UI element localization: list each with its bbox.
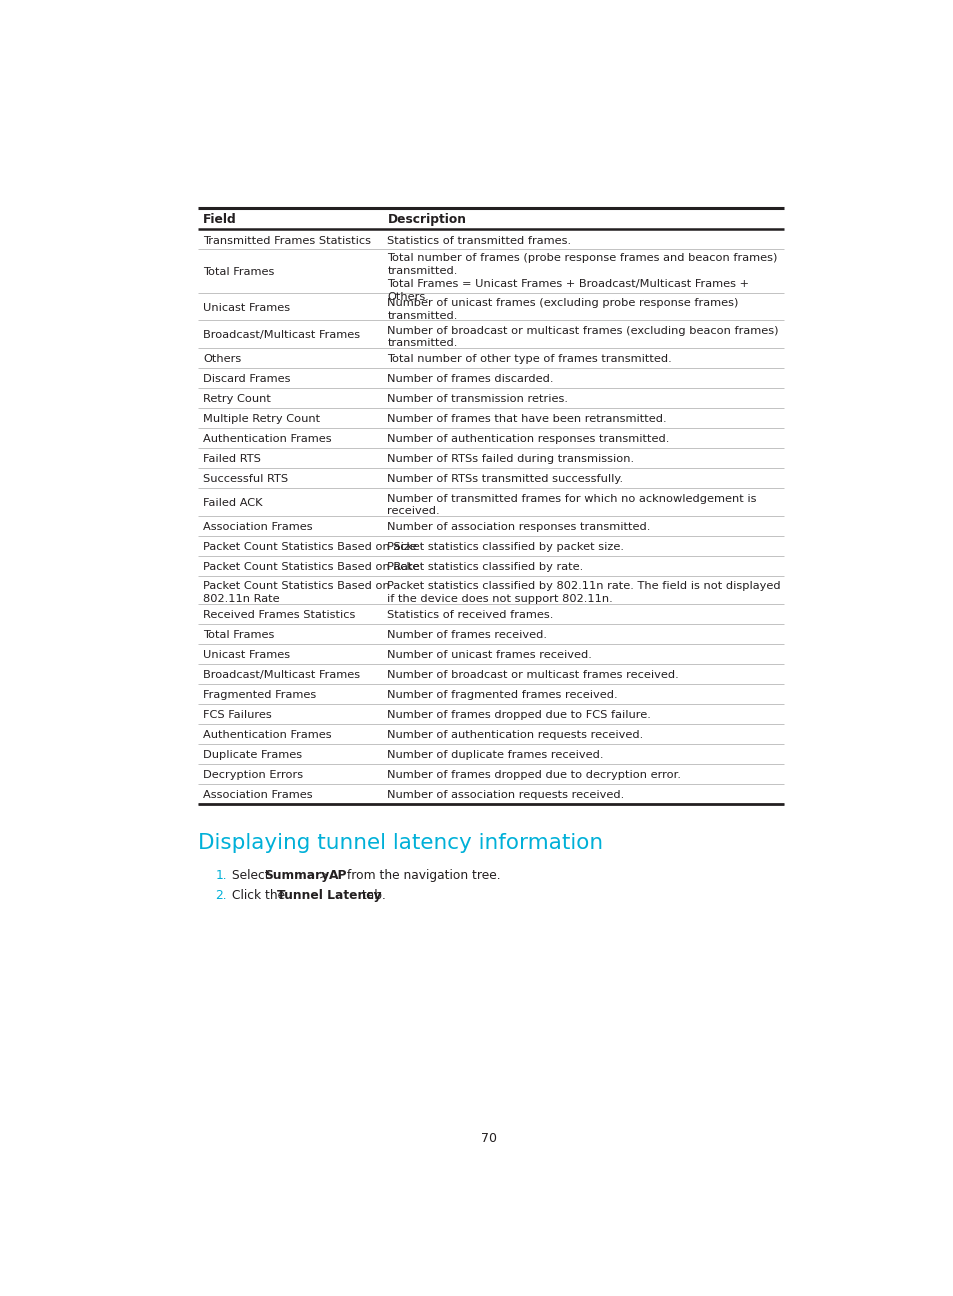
Text: Number of transmitted frames for which no acknowledgement is
received.: Number of transmitted frames for which n… <box>387 494 756 516</box>
Text: 1.: 1. <box>215 868 227 881</box>
Text: Number of fragmented frames received.: Number of fragmented frames received. <box>387 689 618 700</box>
Text: Summary: Summary <box>264 868 330 881</box>
Text: Broadcast/Multicast Frames: Broadcast/Multicast Frames <box>203 330 359 341</box>
Text: Unicast Frames: Unicast Frames <box>203 302 290 312</box>
Text: Number of broadcast or multicast frames received.: Number of broadcast or multicast frames … <box>387 670 679 680</box>
Text: Fragmented Frames: Fragmented Frames <box>203 689 315 700</box>
Text: Discard Frames: Discard Frames <box>203 375 290 384</box>
Text: 70: 70 <box>480 1131 497 1144</box>
Text: Number of frames discarded.: Number of frames discarded. <box>387 375 554 384</box>
Text: FCS Failures: FCS Failures <box>203 710 272 719</box>
Text: Number of transmission retries.: Number of transmission retries. <box>387 394 568 404</box>
Text: Number of RTSs failed during transmission.: Number of RTSs failed during transmissio… <box>387 455 634 464</box>
Text: Transmitted Frames Statistics: Transmitted Frames Statistics <box>203 236 371 246</box>
Text: Number of frames that have been retransmitted.: Number of frames that have been retransm… <box>387 415 666 424</box>
Text: Total number of other type of frames transmitted.: Total number of other type of frames tra… <box>387 354 672 364</box>
Text: >: > <box>314 868 333 881</box>
Text: Number of authentication requests received.: Number of authentication requests receiv… <box>387 730 643 740</box>
Text: Total Frames: Total Frames <box>203 267 274 277</box>
Text: Decryption Errors: Decryption Errors <box>203 770 303 780</box>
Text: tab.: tab. <box>357 889 385 902</box>
Text: Authentication Frames: Authentication Frames <box>203 434 332 445</box>
Text: from the navigation tree.: from the navigation tree. <box>343 868 500 881</box>
Text: Duplicate Frames: Duplicate Frames <box>203 750 302 759</box>
Text: Failed RTS: Failed RTS <box>203 455 260 464</box>
Text: Received Frames Statistics: Received Frames Statistics <box>203 610 355 619</box>
Text: 2.: 2. <box>215 889 227 902</box>
Text: Number of RTSs transmitted successfully.: Number of RTSs transmitted successfully. <box>387 474 623 485</box>
Text: Unicast Frames: Unicast Frames <box>203 649 290 660</box>
Text: Multiple Retry Count: Multiple Retry Count <box>203 415 320 424</box>
Text: Failed ACK: Failed ACK <box>203 498 262 508</box>
Text: Retry Count: Retry Count <box>203 394 271 404</box>
Text: Others: Others <box>203 354 241 364</box>
Text: Number of unicast frames received.: Number of unicast frames received. <box>387 649 592 660</box>
Text: Number of frames dropped due to FCS failure.: Number of frames dropped due to FCS fail… <box>387 710 651 719</box>
Text: Packet statistics classified by 802.11n rate. The field is not displayed
if the : Packet statistics classified by 802.11n … <box>387 582 781 604</box>
Text: AP: AP <box>329 868 347 881</box>
Text: Successful RTS: Successful RTS <box>203 474 288 485</box>
Text: Number of association requests received.: Number of association requests received. <box>387 791 624 800</box>
Text: Association Frames: Association Frames <box>203 791 313 800</box>
Text: Field: Field <box>203 214 236 227</box>
Text: Number of duplicate frames received.: Number of duplicate frames received. <box>387 750 603 759</box>
Text: Number of broadcast or multicast frames (excluding beacon frames)
transmitted.: Number of broadcast or multicast frames … <box>387 325 778 349</box>
Text: Total Frames: Total Frames <box>203 630 274 640</box>
Text: Packet Count Statistics Based on Size: Packet Count Statistics Based on Size <box>203 542 416 552</box>
Text: Packet Count Statistics Based on
802.11n Rate: Packet Count Statistics Based on 802.11n… <box>203 582 389 604</box>
Text: Authentication Frames: Authentication Frames <box>203 730 332 740</box>
Text: Displaying tunnel latency information: Displaying tunnel latency information <box>198 833 603 853</box>
Text: Packet Count Statistics Based on Rate: Packet Count Statistics Based on Rate <box>203 562 419 572</box>
Text: Number of unicast frames (excluding probe response frames)
transmitted.: Number of unicast frames (excluding prob… <box>387 298 738 321</box>
Text: Packet statistics classified by rate.: Packet statistics classified by rate. <box>387 562 583 572</box>
Text: Broadcast/Multicast Frames: Broadcast/Multicast Frames <box>203 670 359 680</box>
Text: Number of frames received.: Number of frames received. <box>387 630 547 640</box>
Text: Packet statistics classified by packet size.: Packet statistics classified by packet s… <box>387 542 624 552</box>
Text: Description: Description <box>387 214 466 227</box>
Text: Select: Select <box>233 868 274 881</box>
Text: Statistics of transmitted frames.: Statistics of transmitted frames. <box>387 236 571 246</box>
Text: Total number of frames (probe response frames and beacon frames)
transmitted.
To: Total number of frames (probe response f… <box>387 253 777 302</box>
Text: Association Frames: Association Frames <box>203 522 313 533</box>
Text: Statistics of received frames.: Statistics of received frames. <box>387 610 553 619</box>
Text: Number of association responses transmitted.: Number of association responses transmit… <box>387 522 650 533</box>
Text: Number of frames dropped due to decryption error.: Number of frames dropped due to decrypti… <box>387 770 680 780</box>
Text: Click the: Click the <box>233 889 289 902</box>
Text: Number of authentication responses transmitted.: Number of authentication responses trans… <box>387 434 669 445</box>
Text: Tunnel Latency: Tunnel Latency <box>276 889 380 902</box>
